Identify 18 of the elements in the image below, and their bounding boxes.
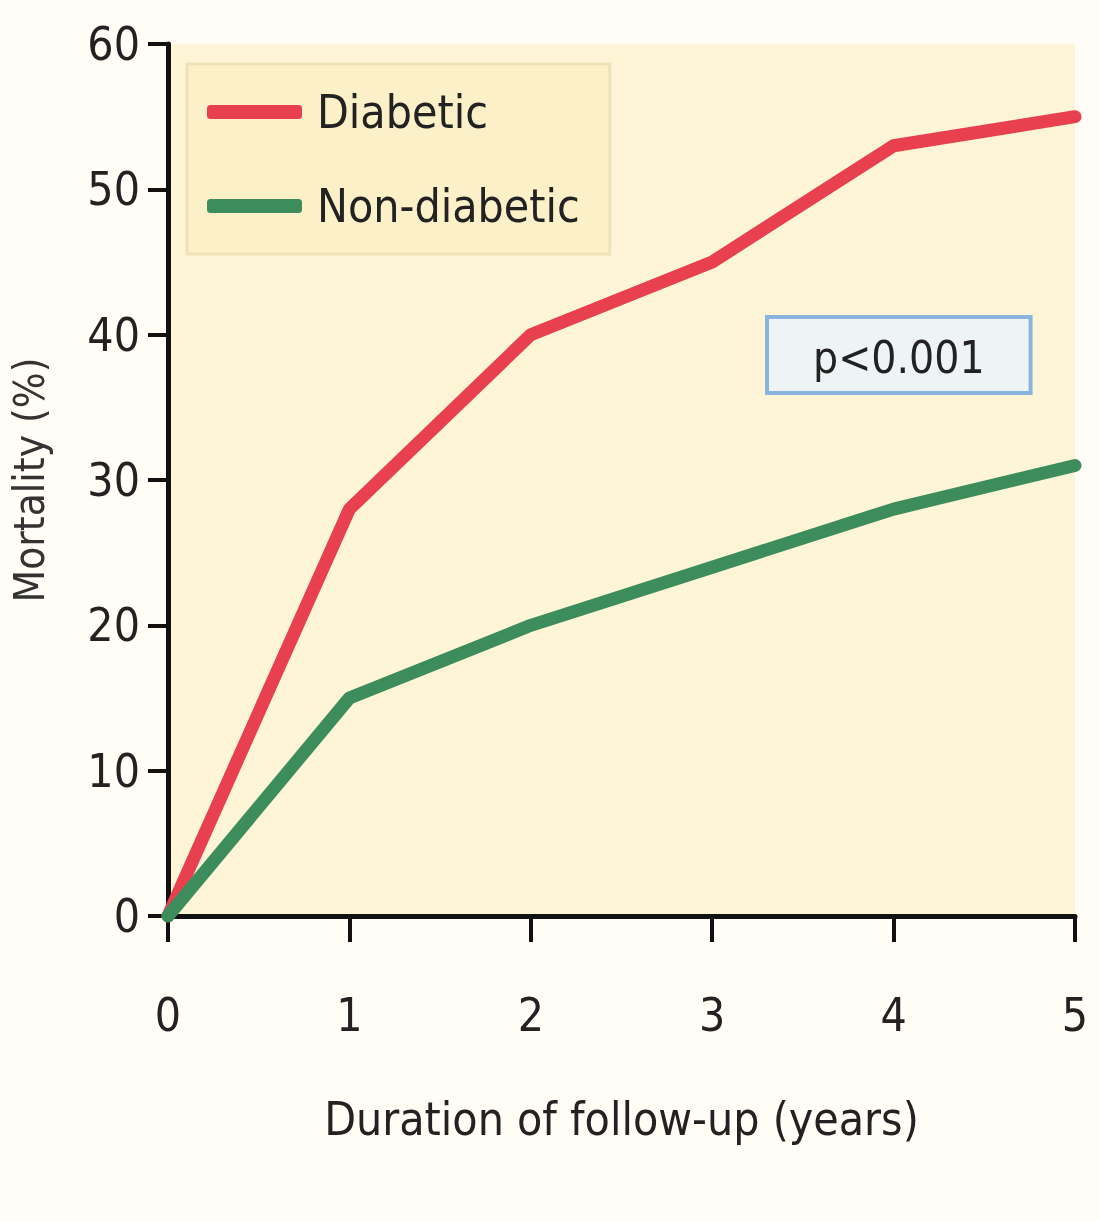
y-tick-label: 20	[87, 598, 140, 653]
y-tick-label: 60	[87, 17, 140, 71]
y-axis-title: Mortality (%)	[4, 357, 54, 603]
x-tick-label: 1	[336, 988, 363, 1042]
legend-label: Diabetic	[317, 85, 488, 139]
x-tick-label: 4	[880, 988, 907, 1042]
y-tick-label: 30	[87, 453, 140, 507]
x-tick-label: 0	[154, 988, 182, 1042]
y-tick-label: 10	[87, 743, 140, 798]
x-axis-title: Duration of follow-up (years)	[324, 1092, 919, 1146]
legend-label: Non-diabetic	[317, 179, 580, 233]
x-tick-label: 3	[699, 988, 726, 1042]
y-tick-label: 40	[87, 307, 140, 362]
x-tick-label: 5	[1061, 988, 1089, 1042]
y-tick-label: 50	[87, 162, 140, 217]
x-tick-label: 2	[517, 988, 544, 1042]
annotation: p<0.001	[813, 331, 985, 383]
y-tick-label: 0	[113, 889, 140, 943]
